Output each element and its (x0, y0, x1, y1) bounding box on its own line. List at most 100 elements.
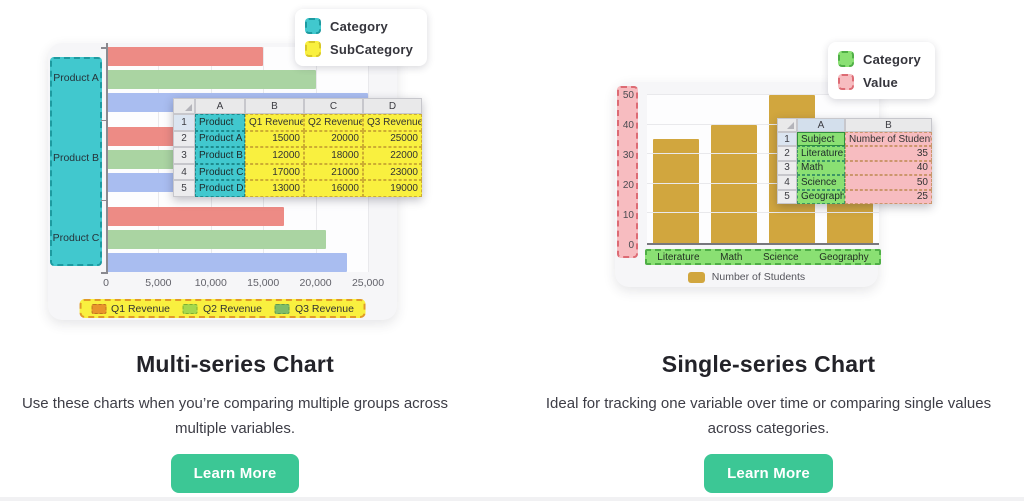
gridline (647, 153, 879, 155)
multi-series-title: Multi-series Chart (136, 351, 334, 377)
sheet-row-number: 5 (173, 180, 195, 197)
legend-label: Q3 Revenue (294, 302, 354, 315)
sheet-cell: 13000 (245, 180, 304, 197)
multi-series-section: Multi-series Chart Use these charts when… (5, 345, 465, 493)
sheet-cell: 22000 (363, 147, 422, 164)
sheet-cell: 20000 (304, 130, 363, 148)
sheet-row-number: 2 (777, 146, 797, 161)
next-section-edge (0, 497, 1024, 501)
sheet-cell: 23000 (363, 163, 422, 181)
sheet-cell: 17000 (245, 163, 304, 181)
legend-label: SubCategory (330, 41, 414, 57)
axis-tick (101, 199, 106, 201)
sheet-cell: Product D (195, 180, 245, 197)
sheet-cell: 21000 (304, 163, 363, 181)
sheet-row-number: 3 (777, 160, 797, 176)
legend-item: Q2 Revenue (183, 303, 262, 315)
gridline (647, 123, 879, 125)
bar-q1-revenue (106, 207, 285, 226)
subcategory-swatch (305, 41, 321, 57)
legend-label: Category (330, 18, 388, 34)
sheet-cell: 25 (845, 189, 932, 204)
sheet-cell: Geography (797, 189, 845, 204)
category-label: Product C (52, 232, 100, 244)
y-tick-label: 50 (622, 90, 634, 101)
x-category-label: Literature (657, 251, 700, 263)
category-axis-highlight: Literature Math Science Geography (645, 249, 881, 265)
legend-item: Category (838, 51, 921, 67)
single-series-mapping-legend: Category Value (828, 42, 935, 99)
multi-series-chart-illustration: Product A Product B Product C 0 5,000 10,000… (40, 0, 460, 341)
single-series-title: Single-series Chart (661, 351, 876, 377)
category-swatch (838, 51, 854, 67)
x-tick-label: 15,000 (247, 277, 280, 289)
y-tick-label: 40 (622, 120, 634, 131)
sheet-cell: 16000 (304, 180, 363, 197)
sheet-cell: Number of Students (845, 132, 932, 147)
series-legend: Number of Students (615, 271, 878, 283)
sheet-corner-cell (173, 98, 195, 114)
bar-q2-revenue (106, 70, 316, 89)
legend-swatch (274, 303, 290, 314)
sheet-col-header: A (195, 98, 245, 114)
axis-tick (101, 272, 106, 274)
bar-q1-revenue (106, 47, 264, 66)
x-axis-tick-labels: 0 5,000 10,000 15,000 20,000 25,000 (103, 277, 384, 291)
legend-label: Number of Students (711, 271, 806, 283)
sheet-cell: Science (797, 175, 845, 190)
sheet-cell: 15000 (245, 130, 304, 148)
y-tick-label: 10 (622, 210, 634, 221)
sheet-row-number: 2 (173, 130, 195, 148)
y-tick-label: 20 (622, 180, 634, 191)
sheet-row-number: 3 (173, 147, 195, 164)
legend-item: Category (305, 18, 413, 34)
gridline (647, 212, 879, 214)
axis-tick (101, 119, 106, 121)
sheet-cell: Subject (797, 132, 845, 147)
category-axis-highlight: Product A Product B Product C (50, 57, 102, 266)
legend-label: Value (863, 74, 898, 90)
sheet-cell: 25000 (363, 130, 422, 148)
sheet-cell: 40 (845, 160, 932, 176)
legend-label: Q1 Revenue (111, 302, 171, 315)
single-series-chart-illustration: Literature Math Science Geography Number of… (604, 0, 1024, 341)
sheet-row-number: 5 (777, 189, 797, 204)
x-tick-label: 5,000 (145, 277, 172, 289)
sheet-cell: Product (195, 114, 245, 131)
sheet-col-header: D (363, 98, 422, 114)
legend-item: SubCategory (305, 41, 413, 57)
sheet-cell: 19000 (363, 180, 422, 197)
axis-tick (101, 47, 106, 49)
value-axis-highlight (617, 86, 638, 258)
legend-swatch (687, 271, 705, 283)
value-swatch (838, 74, 854, 90)
sheet-row-number: 4 (173, 163, 195, 181)
gridline (647, 182, 879, 184)
single-series-spreadsheet: A B 1 Subject Number of Students 2 Literature 3… (777, 118, 932, 204)
bar-q3-revenue (106, 253, 348, 272)
legend-label: Q2 Revenue (203, 302, 262, 315)
x-tick-label: 20,000 (299, 277, 332, 289)
sheet-cell: Q3 Revenue (363, 114, 422, 131)
sheet-col-header: A (797, 118, 845, 132)
sheet-cell: Q1 Revenue (245, 114, 304, 131)
sheet-col-header: B (245, 98, 304, 114)
sheet-cell: Literature (797, 146, 845, 161)
multi-series-learn-more-button[interactable]: Learn More (170, 454, 300, 493)
y-tick-label: 30 (622, 150, 634, 161)
sheet-cell: Math (797, 160, 845, 176)
legend-swatch (183, 303, 199, 314)
sheet-row-number: 1 (173, 114, 195, 131)
sheet-cell: Product A (195, 130, 245, 148)
single-series-learn-more-button[interactable]: Learn More (704, 454, 833, 493)
sheet-row-number: 1 (777, 132, 797, 147)
legend-item: Q1 Revenue (91, 303, 170, 315)
multi-series-description: Use these charts when you’re comparing m… (21, 395, 449, 437)
x-category-label: Math (720, 251, 743, 263)
sheet-col-header: C (304, 98, 363, 114)
multi-series-mapping-legend: Category SubCategory (295, 9, 428, 66)
single-series-section: Single-series Chart Ideal for tracking o… (516, 345, 1021, 493)
y-tick-label: 0 (628, 240, 634, 251)
bar-literature (653, 139, 699, 243)
x-category-label: Geography (819, 251, 869, 263)
